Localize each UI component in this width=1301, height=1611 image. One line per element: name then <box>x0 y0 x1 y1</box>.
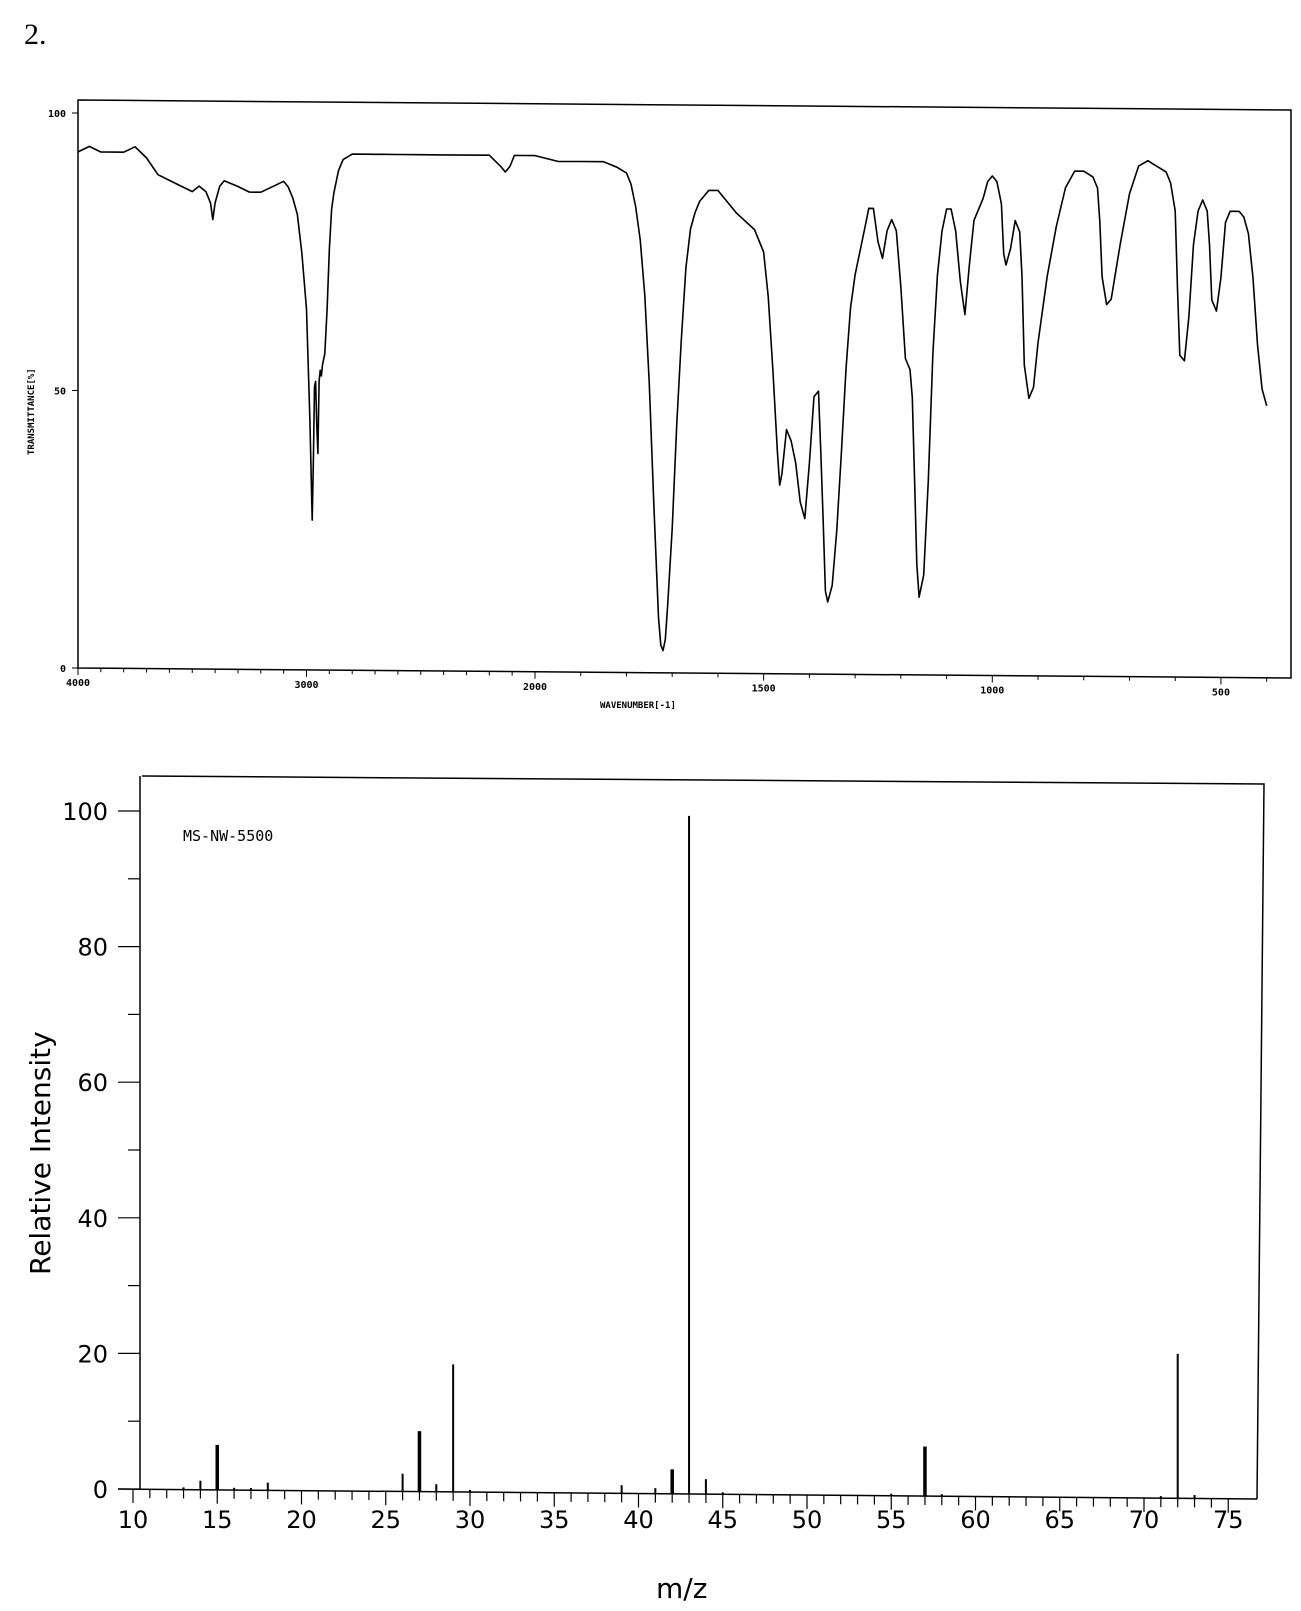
ir-x-tick-label: 4000 <box>66 678 90 689</box>
ir-x-tick-label: 1500 <box>752 684 776 695</box>
ir-x-tick-label: 1000 <box>980 686 1004 697</box>
ms-x-tick-label: 55 <box>876 1506 907 1534</box>
ms-y-tick-label: 20 <box>77 1340 108 1368</box>
ir-x-tick-label: 500 <box>1212 687 1230 698</box>
ms-y-tick-label: 80 <box>77 934 108 962</box>
ms-x-tick-label: 20 <box>286 1506 317 1534</box>
ir-y-tick-label: 50 <box>54 387 66 398</box>
ms-chart: 10 15 20 25 30 35 40 45 50 55 60 65 70 75 0 20 40 60 80 100… <box>24 775 1265 1605</box>
ir-spectrum-trace <box>77 145 1268 652</box>
ms-x-tick-label: 10 <box>118 1506 149 1534</box>
ms-y-tick-label: 40 <box>77 1205 108 1233</box>
problem-number: 2. <box>24 18 47 51</box>
ms-plot-frame <box>141 775 1265 1500</box>
ms-x-tick-label: 45 <box>707 1506 738 1534</box>
ir-y-axis-title: TRANSMITTANCE[%] <box>27 368 37 455</box>
ms-x-tick-label: 35 <box>539 1506 570 1534</box>
ms-bars <box>182 815 1196 1499</box>
ir-y-tick-label: 100 <box>48 109 66 120</box>
ir-x-tick-label: 2000 <box>523 682 547 693</box>
ms-x-tick-label: 40 <box>623 1506 654 1534</box>
ir-plot-frame <box>77 99 1292 679</box>
ms-y-tick-label: 0 <box>93 1476 108 1504</box>
ms-y-tick-label: 60 <box>77 1069 108 1097</box>
ms-ticks <box>118 810 1229 1513</box>
ir-ticks <box>72 112 1268 685</box>
ir-y-tick-label: 0 <box>60 664 66 675</box>
ms-x-tick-label: 60 <box>960 1506 991 1534</box>
ir-x-tick-label: 3000 <box>294 680 318 691</box>
ms-x-tick-label: 50 <box>792 1506 823 1534</box>
ms-x-tick-label: 65 <box>1044 1506 1075 1534</box>
ms-x-tick-label: 30 <box>455 1506 486 1534</box>
ms-x-tick-label: 25 <box>370 1506 401 1534</box>
ms-x-tick-label: 75 <box>1213 1506 1244 1534</box>
ms-y-tick-label: 100 <box>62 798 108 826</box>
ms-spectrum-id: MS-NW-5500 <box>183 827 273 845</box>
ms-x-axis-title: m/z <box>656 1572 707 1605</box>
ms-x-axis <box>117 1488 1258 1500</box>
ms-tick-labels: 10 15 20 25 30 35 40 45 50 55 60 65 70 75 0 20 40 60 80 100 <box>62 798 1243 1534</box>
ms-x-tick-label: 70 <box>1129 1506 1160 1534</box>
ir-x-axis-title: WAVENUMBER[-1] <box>600 701 676 711</box>
ms-x-tick-label: 15 <box>202 1506 233 1534</box>
ms-y-axis-title: Relative Intensity <box>24 1031 57 1275</box>
